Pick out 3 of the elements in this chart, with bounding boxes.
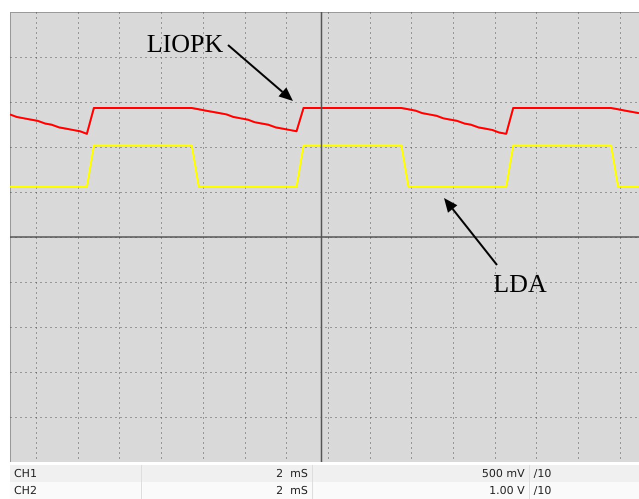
readout-table: CH1 2 mS 500 mV /10 CH2 2 mS 1.00 V /10 [10,465,639,499]
text: LIOPK [146,29,224,58]
text: LDA [493,269,547,298]
